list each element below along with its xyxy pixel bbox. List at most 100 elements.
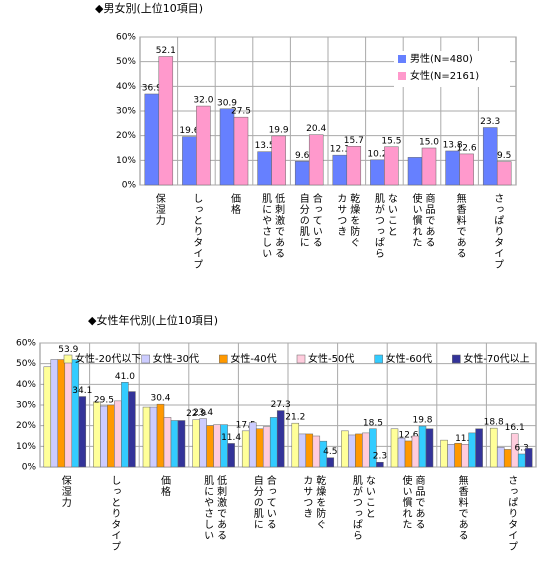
bar	[407, 157, 423, 186]
bar	[170, 420, 179, 468]
value-label: 15.5	[381, 136, 401, 146]
bar	[298, 433, 307, 468]
bar	[50, 359, 59, 468]
bar	[475, 428, 483, 468]
bar	[369, 428, 377, 468]
value-label: 22.9	[186, 409, 206, 419]
bar	[312, 435, 321, 468]
value-label: 4.5	[323, 447, 337, 457]
bar	[269, 417, 278, 468]
bar	[248, 422, 257, 468]
bar	[276, 410, 285, 468]
value-label: 36.9	[142, 83, 162, 93]
bar	[114, 400, 122, 468]
bar	[411, 435, 420, 468]
y-tick-label: 30%	[16, 401, 36, 411]
bar	[308, 134, 324, 186]
x-tick-label: 低刺激である 肌にやさしい	[201, 475, 226, 541]
bar	[447, 444, 455, 468]
bar	[468, 432, 476, 468]
bar	[459, 153, 474, 186]
value-label: 10.2	[367, 149, 387, 159]
bar	[355, 433, 363, 468]
bar	[182, 136, 197, 186]
x-tick-label: 保湿力	[59, 475, 71, 508]
value-label: 27.3	[271, 400, 291, 410]
y-tick-label: 60%	[16, 339, 36, 349]
x-tick-label: 価格	[158, 475, 170, 497]
legend-swatch	[398, 55, 406, 63]
bar	[397, 437, 406, 468]
legend-swatch	[219, 354, 228, 364]
bar	[482, 127, 498, 186]
bar	[128, 391, 136, 468]
x-tick-label: ないこと 肌がつっぱら	[372, 193, 397, 259]
bar	[142, 406, 151, 468]
bar	[255, 428, 264, 468]
bar	[326, 457, 335, 468]
value-label: 15.7	[344, 136, 364, 146]
legend-swatch	[374, 354, 383, 364]
value-label: 52.1	[156, 46, 176, 56]
bar	[524, 448, 533, 468]
bar	[177, 420, 186, 468]
value-label: 2.3	[373, 452, 387, 462]
bar	[418, 425, 427, 468]
value-label: 32.0	[193, 96, 213, 106]
chart-title: ◆女性年代別(上位10項目)	[88, 313, 218, 327]
y-tick-label: 50%	[16, 359, 36, 369]
y-tick-label: 0%	[22, 463, 37, 473]
bar	[496, 161, 512, 186]
bar	[257, 151, 272, 186]
y-tick-label: 50%	[116, 57, 136, 67]
legend-label: 男性(N=480)	[410, 52, 473, 65]
bar	[305, 433, 314, 468]
x-tick-label: 合っている 自分の肌に	[251, 475, 276, 530]
x-tick-label: しっとりタイプ	[190, 193, 202, 270]
bar	[206, 425, 214, 468]
value-label: 12.6	[457, 143, 477, 153]
bar	[332, 154, 348, 186]
value-label: 27.5	[231, 107, 251, 117]
legend-label: 女性-60代	[386, 352, 432, 365]
legend-box	[394, 51, 510, 87]
value-label: 11.4	[221, 433, 241, 443]
x-tick-label: 価格	[228, 193, 240, 215]
bar	[440, 439, 448, 468]
value-label: 23.4	[193, 408, 213, 418]
value-label: 12.1	[330, 145, 350, 155]
value-label: 15.0	[419, 138, 439, 148]
bar	[421, 147, 437, 186]
value-label: 17.5	[236, 420, 256, 430]
value-label: 18.5	[363, 418, 383, 428]
x-tick-label: 無香料である	[454, 193, 466, 259]
value-label: 30.4	[150, 394, 170, 404]
bar	[294, 161, 310, 186]
bar	[227, 443, 235, 468]
bar	[362, 432, 370, 468]
legend-swatch	[398, 72, 406, 80]
bar	[384, 146, 399, 186]
value-label: 9.5	[497, 151, 511, 161]
legend-swatch	[296, 354, 306, 364]
x-tick-label: 商品である 使い慣れた	[400, 475, 424, 530]
bar	[376, 461, 384, 468]
bar	[341, 430, 349, 468]
legend-swatch	[141, 354, 150, 364]
value-label: 13.5	[255, 141, 275, 151]
value-label: 30.9	[217, 98, 237, 108]
bar	[454, 442, 462, 468]
y-tick-label: 40%	[116, 82, 136, 92]
y-tick-label: 40%	[16, 380, 36, 390]
value-label: 16.1	[505, 423, 525, 433]
bar	[158, 56, 174, 186]
x-tick-label: 無香料である	[456, 475, 468, 541]
legend-label: 女性-70代以上	[463, 352, 529, 365]
bar	[121, 382, 129, 468]
legend-label: 女性-30代	[153, 352, 199, 365]
bar	[461, 444, 469, 468]
x-tick-label: さっぱりタイプ	[491, 193, 503, 270]
bar	[233, 116, 249, 186]
bar	[489, 427, 498, 468]
value-label: 19.8	[412, 416, 432, 426]
